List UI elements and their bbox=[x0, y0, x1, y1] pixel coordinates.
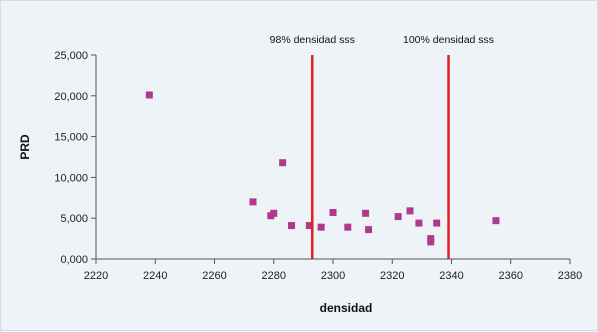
y-tick-label: 20,000 bbox=[54, 91, 88, 103]
x-tick-label: 2300 bbox=[321, 270, 345, 282]
y-tick-label: 25,000 bbox=[54, 50, 88, 62]
x-axis-title: densidad bbox=[320, 301, 373, 315]
data-point bbox=[394, 213, 402, 221]
reference-line-label: 98% densidad sss bbox=[270, 34, 355, 46]
data-point bbox=[415, 219, 423, 227]
y-axis-title: PRD bbox=[18, 134, 32, 160]
data-point bbox=[317, 223, 325, 231]
x-tick-label: 2360 bbox=[499, 270, 523, 282]
data-point bbox=[362, 209, 370, 217]
y-tick-label: 15,000 bbox=[54, 132, 88, 144]
data-point bbox=[279, 159, 287, 167]
y-tick-label: 0,000 bbox=[60, 254, 88, 266]
axes: 0,000 5,000 10,000 15,000 20,000 25,000 2220 22… bbox=[54, 50, 582, 282]
x-tick-label: 2260 bbox=[202, 270, 226, 282]
data-point bbox=[433, 219, 441, 227]
data-point bbox=[249, 198, 257, 206]
data-point bbox=[305, 222, 313, 230]
y-tick-label: 5,000 bbox=[60, 213, 88, 225]
data-point bbox=[427, 238, 435, 246]
y-tick-label: 10,000 bbox=[54, 172, 88, 184]
data-points bbox=[145, 91, 500, 246]
x-tick-label: 2240 bbox=[143, 270, 167, 282]
data-point bbox=[270, 209, 278, 217]
x-tick-label: 2340 bbox=[439, 270, 463, 282]
reference-lines: 98% densidad sss 100% densidad sss bbox=[270, 34, 494, 259]
x-tick-label: 2380 bbox=[558, 270, 582, 282]
x-tick-label: 2320 bbox=[380, 270, 404, 282]
data-point bbox=[329, 208, 337, 216]
data-point bbox=[145, 91, 153, 99]
data-point bbox=[288, 222, 296, 230]
x-tick-label: 2220 bbox=[84, 270, 108, 282]
data-point bbox=[365, 226, 373, 234]
data-point bbox=[344, 223, 352, 231]
data-point bbox=[492, 217, 500, 225]
reference-line-label: 100% densidad sss bbox=[403, 34, 494, 46]
x-tick-label: 2280 bbox=[262, 270, 286, 282]
data-point bbox=[406, 207, 414, 215]
